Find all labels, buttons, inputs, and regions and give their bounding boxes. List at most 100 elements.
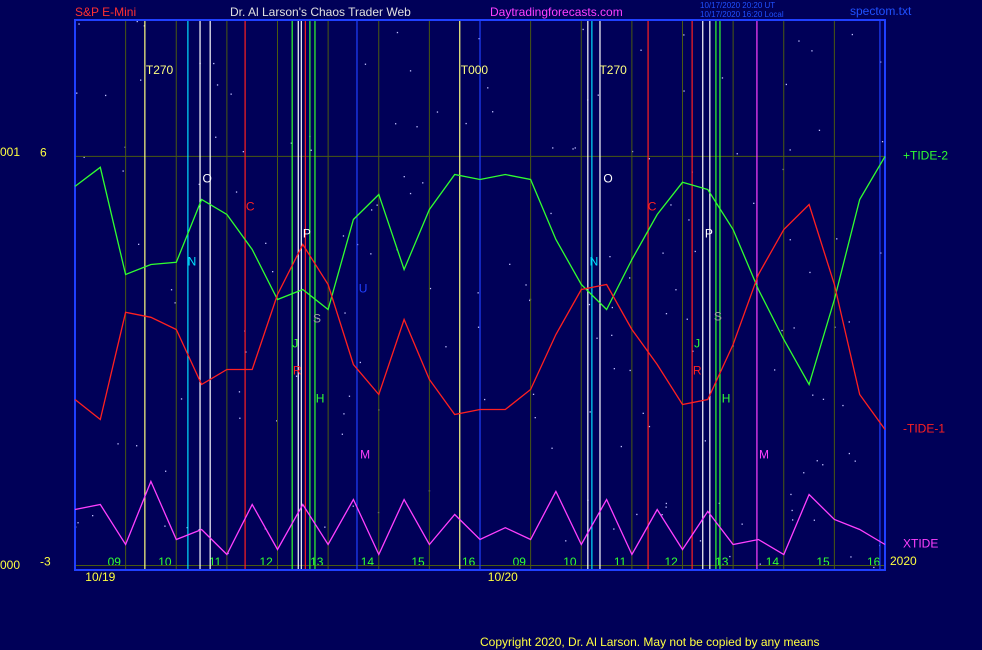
planet-marker: S	[313, 312, 321, 326]
x-tick-label: 10	[563, 555, 577, 569]
star	[344, 312, 346, 314]
star	[854, 460, 856, 462]
star	[848, 452, 850, 455]
star	[487, 87, 489, 89]
star	[574, 147, 576, 149]
star	[665, 506, 667, 508]
star	[117, 443, 119, 445]
star	[317, 317, 319, 320]
star	[551, 447, 553, 449]
star	[582, 28, 584, 31]
x-tick-label: 15	[816, 555, 830, 569]
stamp-ut: 10/17/2020 20:20 UT	[700, 1, 775, 10]
planet-marker: M	[360, 448, 370, 462]
star	[589, 411, 591, 413]
star	[572, 148, 574, 150]
star	[215, 136, 217, 138]
x-tick-label: 16	[867, 555, 881, 569]
star	[759, 563, 761, 565]
x-tick-label: 13	[715, 555, 729, 569]
star	[803, 472, 805, 474]
star	[836, 238, 838, 240]
star	[880, 61, 882, 63]
time-label: T270	[146, 63, 174, 77]
star	[290, 142, 292, 144]
star	[813, 519, 815, 521]
star	[611, 306, 613, 309]
legend-label: +TIDE-2	[903, 149, 948, 163]
star	[140, 79, 142, 81]
star	[822, 464, 824, 466]
star	[661, 514, 663, 516]
star	[370, 253, 372, 255]
star	[753, 202, 755, 204]
star	[477, 326, 480, 328]
star	[78, 23, 80, 25]
star	[686, 318, 688, 320]
star	[216, 84, 219, 86]
x-tick-label: 12	[665, 555, 679, 569]
star	[648, 425, 651, 428]
star	[348, 395, 351, 397]
star	[364, 63, 367, 65]
star	[636, 513, 638, 516]
star	[791, 509, 793, 512]
planet-marker: H	[722, 392, 731, 406]
star	[138, 243, 140, 245]
star	[793, 327, 795, 329]
star	[609, 256, 611, 258]
star	[842, 404, 844, 407]
star	[670, 204, 672, 206]
star	[245, 351, 247, 353]
star	[276, 420, 278, 422]
star	[790, 493, 792, 496]
star	[688, 219, 690, 221]
star	[774, 369, 776, 371]
star	[881, 141, 884, 143]
date-label: 10/20	[488, 570, 518, 584]
star	[352, 505, 354, 507]
star	[105, 94, 107, 97]
star	[92, 515, 94, 517]
planet-marker: R	[693, 364, 702, 378]
star	[789, 149, 791, 151]
star	[403, 176, 405, 178]
plot-frame	[74, 19, 886, 571]
star	[529, 299, 531, 302]
scale-label: 000	[0, 558, 20, 572]
star	[798, 40, 800, 42]
star	[429, 287, 432, 290]
planet-marker: J	[292, 337, 298, 351]
scale-label: 001	[0, 145, 20, 159]
star	[812, 394, 814, 396]
copyright: Copyright 2020, Dr. Al Larson. May not b…	[480, 635, 820, 649]
star	[534, 417, 536, 419]
star	[642, 412, 644, 414]
star	[492, 111, 494, 113]
star	[230, 93, 232, 95]
star	[165, 470, 167, 472]
star	[83, 156, 85, 158]
planet-marker: U	[359, 282, 368, 296]
star	[699, 540, 702, 542]
star	[186, 527, 188, 529]
star	[692, 350, 694, 352]
planet-marker: O	[202, 172, 211, 186]
star	[631, 150, 634, 153]
x-tick-label: 15	[411, 555, 425, 569]
series-line	[74, 156, 886, 387]
star	[198, 183, 200, 185]
x-tick-label: 11	[614, 555, 627, 569]
star	[809, 271, 811, 274]
star	[729, 555, 731, 558]
star	[718, 502, 720, 504]
star	[741, 523, 743, 525]
planet-marker: N	[590, 254, 599, 268]
star	[721, 77, 724, 79]
star	[550, 212, 552, 215]
star	[565, 540, 567, 542]
star	[239, 417, 241, 419]
planet-marker: C	[246, 199, 255, 213]
